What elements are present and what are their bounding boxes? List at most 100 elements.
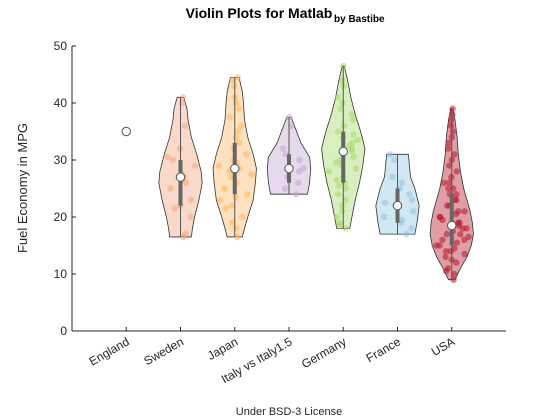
median-marker [175,172,186,182]
x-axis-label: Under BSD-3 License [236,406,342,418]
data-point [167,185,174,192]
data-point [191,162,199,169]
data-point [229,219,236,226]
data-point [461,208,468,215]
median-marker [447,220,457,231]
plot-area [121,62,474,283]
data-point [187,213,194,221]
data-point [244,191,251,198]
data-point [444,202,451,209]
data-point [325,168,332,175]
x-tick-label: Germany [299,334,349,371]
data-point [337,105,344,112]
x-tick-label: Sweden [141,334,186,368]
data-point [179,99,186,107]
median-marker [284,163,294,174]
data-point [445,185,452,192]
chart-title: Violin Plots for Matlab [186,5,333,21]
data-point [408,225,415,232]
iqr-box [449,194,454,246]
data-point [235,139,243,147]
data-point [182,230,189,238]
data-point [453,239,461,246]
data-point [451,270,458,278]
violin-germany [321,62,366,232]
data-point [354,136,361,144]
data-point [339,99,346,107]
data-point [226,114,234,121]
data-point [339,77,346,84]
data-point [380,213,388,221]
data-point [335,182,342,189]
y-tick-label: 40 [54,96,68,110]
data-point [296,156,303,164]
data-point [222,205,230,212]
data-point [232,225,240,232]
data-point [169,156,177,164]
data-point [398,216,406,224]
data-point [243,151,250,158]
data-point [461,250,468,258]
data-point [235,105,243,112]
data-point [232,193,239,201]
data-point [352,165,360,172]
x-tick-label: Japan [205,334,240,362]
x-tick-label: USA [429,334,457,358]
data-point [350,153,357,161]
iqr-box [341,131,346,183]
data-point [171,205,178,212]
data-point [164,153,171,161]
data-point [463,225,470,232]
y-tick-label: 0 [60,324,67,338]
y-tick-label: 20 [54,210,68,224]
data-point [234,128,241,135]
data-point [447,122,455,129]
data-point [348,111,355,118]
data-point [455,208,462,215]
data-point [239,213,246,221]
median-marker [121,126,131,137]
data-point [451,245,458,252]
data-point [342,225,350,232]
median-marker [230,163,240,174]
y-tick-label: 10 [54,267,68,281]
data-point [465,233,472,241]
data-point [216,196,224,204]
median-marker [392,200,403,211]
data-point [453,191,460,198]
data-point [449,128,457,135]
data-point [451,151,458,158]
data-point [449,111,456,118]
data-point [294,179,302,186]
data-point [292,191,300,198]
violin-england [121,126,131,137]
data-point [349,139,356,147]
data-point [233,233,241,241]
x-tick-label: France [364,334,404,365]
violin-france [375,151,420,238]
data-point [287,122,295,129]
violin-japan [212,74,257,241]
data-point [339,208,346,215]
data-point [340,122,348,129]
data-point [232,134,240,141]
data-point [433,242,440,249]
violin-sweden [158,94,203,241]
data-point [350,116,357,124]
data-point [449,105,456,112]
data-point [398,179,406,186]
data-point [215,162,223,169]
violin-italy-vs-italy1-5 [266,114,312,198]
data-point [446,179,453,186]
data-point [221,185,228,192]
data-point [334,94,341,101]
data-point [350,131,357,138]
data-point [228,202,235,209]
data-point [333,176,340,184]
data-point [179,94,187,101]
data-point [381,199,389,206]
data-point [445,139,453,147]
data-point [336,219,343,226]
data-point [408,196,416,204]
